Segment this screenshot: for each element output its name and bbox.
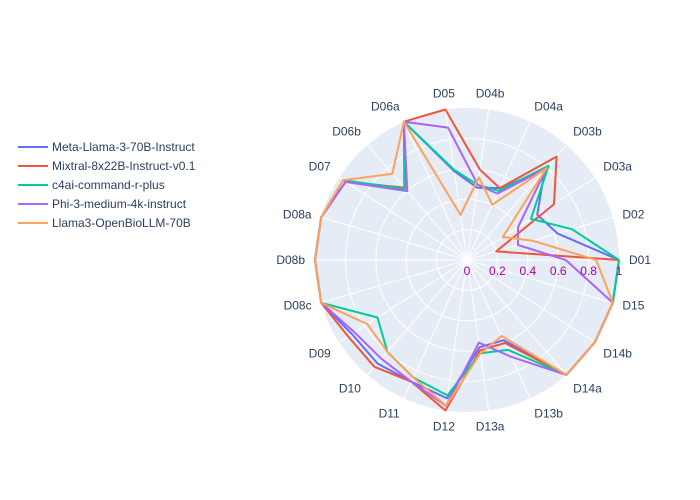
angular-tick-label: D05 (433, 87, 455, 101)
legend-item-label[interactable]: Mixtral-8x22B-Instruct-v0.1 (52, 159, 196, 173)
legend: Meta-Llama-3-70B-Instruct Mixtral-8x22B-I… (18, 140, 196, 230)
angular-tick-label: D15 (622, 299, 644, 313)
angular-tick-label: D09 (309, 347, 331, 361)
angular-tick-label: D10 (339, 381, 361, 395)
angular-tick-label: D06a (371, 100, 400, 114)
angular-tick-label: D14a (573, 381, 602, 395)
grid-spoke (321, 259, 468, 304)
angular-tick-label: D11 (379, 406, 400, 420)
grid-spoke (338, 259, 468, 343)
grid-spoke (444, 259, 468, 411)
angular-tick-label: D08c (284, 299, 312, 313)
legend-item-label[interactable]: Phi-3-medium-4k-instruct (52, 197, 187, 211)
angular-tick-label: D13b (534, 406, 563, 420)
grid-spoke (466, 259, 567, 376)
radial-tick-label: 0.4 (519, 264, 536, 278)
angular-tick-label: D12 (433, 419, 455, 433)
radial-tick-label: 1 (616, 264, 623, 278)
angular-tick-label: D06b (332, 125, 361, 139)
legend-item-label[interactable]: Llama3-OpenBioLLM-70B (52, 216, 191, 230)
series-line (314, 120, 614, 407)
radial-ticks: 0 0.2 0.4 0.6 0.8 1 (464, 264, 623, 278)
radial-tick-label: 0.2 (489, 264, 506, 278)
grid-spoke (367, 144, 468, 261)
angular-tick-label: D04a (534, 100, 563, 114)
angular-tick-label: D01 (629, 253, 651, 267)
angular-tick-label: D08a (283, 207, 312, 221)
angular-tick-label: D03a (603, 159, 632, 173)
grid-spoke (403, 259, 468, 399)
grid-spoke (466, 259, 490, 411)
grid-spoke (338, 177, 468, 261)
grid-spoke (466, 259, 531, 399)
radial-tick-label: 0.8 (580, 264, 597, 278)
angular-tick-label: D04b (476, 87, 505, 101)
angular-tick-label: D03b (573, 125, 602, 139)
angular-tick-label: D08b (276, 253, 305, 267)
angular-tick-label: D14b (603, 347, 632, 361)
grid-spoke (321, 216, 468, 261)
grid-spoke (466, 259, 596, 343)
grid-spoke (444, 109, 468, 261)
series-layer (314, 108, 620, 412)
grid-spoke (367, 259, 468, 376)
grid-spoke (403, 121, 468, 261)
legend-item-label[interactable]: c4ai-command-r-plus (52, 178, 165, 192)
angular-labels: D01 D02 D03a D03b D04a D04b D05 D06a D06b D07 D08a… (276, 87, 651, 434)
angular-tick-label: D02 (622, 207, 644, 221)
grid-spoke (466, 144, 567, 261)
grid-spoke (466, 216, 613, 261)
angular-tick-label: D13a (476, 419, 505, 433)
grid-spoke (466, 259, 613, 304)
angular-tick-label: D07 (309, 159, 331, 173)
radial-tick-label: 0.6 (550, 264, 567, 278)
radial-tick-label: 0 (464, 264, 471, 278)
legend-item-label[interactable]: Meta-Llama-3-70B-Instruct (52, 140, 195, 154)
